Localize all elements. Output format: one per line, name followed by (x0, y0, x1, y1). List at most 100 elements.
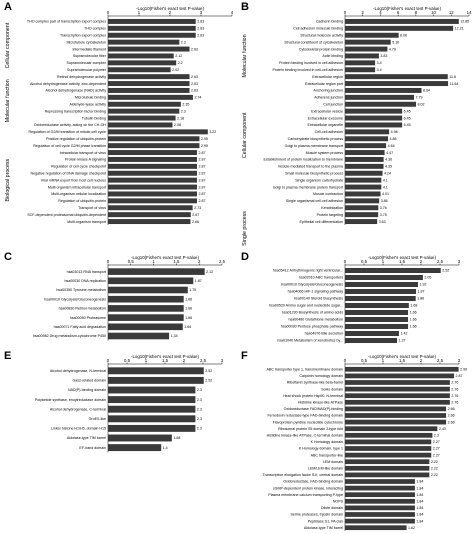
category-label: hsa00982 Drug metabolism-cytochrome P450 (33, 334, 106, 338)
x-tick-label: 0.5 (124, 358, 131, 363)
value-label: 2.95 (201, 144, 208, 148)
bar (108, 129, 208, 135)
value-label: 6.45 (404, 116, 411, 120)
chart-f: -Log10(Fisher's exact test P-value) 0 0.5 1… (263, 354, 467, 531)
value-label: 2.22 (431, 460, 438, 464)
value-label: 12.85 (460, 20, 469, 24)
bar (345, 67, 376, 73)
value-label: 1.66 (185, 316, 192, 320)
category-label: Alcohol dehydrogenase activity, zinc-dep… (30, 82, 106, 86)
category-label: Alcohol dehydrogenase, C-terminal (50, 407, 106, 411)
category-label: Vesicle-mediated transport to the plasma (278, 165, 343, 169)
value-label: 4.1 (383, 185, 388, 189)
category-label: hsa05412 Arrhythmogenic right ventricula… (273, 269, 343, 273)
category-label: Supramolecular complex (66, 61, 106, 65)
value-label: 1.66 (410, 318, 417, 322)
category-label: NOPS (333, 500, 344, 504)
value-label: 2.63 (191, 89, 198, 93)
chart-d: -Log10(Fisher's exact test P-value) 0 0.5 1… (269, 255, 461, 344)
value-label: 2.52 (205, 379, 212, 383)
value-label: 1.42 (400, 332, 407, 336)
value-label: 2.27 (433, 440, 440, 444)
bar (345, 386, 450, 392)
bar (108, 305, 184, 312)
value-label: 2.73 (194, 206, 201, 210)
category-label: K Homology domain (311, 440, 343, 444)
bar (108, 46, 190, 52)
bar (108, 184, 197, 190)
x-tick-label: 2.5 (437, 259, 444, 264)
bar (108, 53, 174, 59)
group-label: Single process (242, 211, 248, 246)
bar (345, 498, 415, 504)
bar (108, 205, 193, 211)
category-label: Plasma membrane calcium transporting P-t… (268, 493, 343, 497)
category-label: Peptidase S1, PA clan (308, 519, 343, 523)
value-label: 2.27 (433, 453, 440, 457)
value-label: 3.22 (209, 130, 216, 134)
value-label: 4.79 (389, 47, 396, 51)
category-label: Establishment of protein localization to… (263, 158, 343, 162)
value-label: 4.98 (391, 130, 398, 134)
category-label: Histidine kinase-like ATPase (298, 401, 343, 405)
bar (345, 18, 459, 24)
value-label: 2.52 (205, 369, 212, 373)
category-label: Extracellular organelle (307, 123, 343, 127)
bar (108, 81, 190, 87)
bar (345, 426, 438, 432)
x-tick-label: 14 (467, 10, 472, 15)
bar (345, 288, 417, 295)
value-label: 1.84 (416, 500, 423, 504)
bar (108, 396, 196, 404)
bar (345, 413, 447, 418)
chart-c: -Log10(Fisher's exact test P-value) 0 0.5 1… (33, 255, 226, 341)
x-tick-label: 10 (431, 10, 436, 15)
bar (108, 25, 196, 31)
bar (345, 393, 450, 399)
category-label: Golgi to plasma membrane protein transpo… (273, 185, 343, 189)
bar (108, 212, 191, 218)
x-tick-label: 2 (183, 358, 186, 363)
value-label: 4.01 (382, 192, 389, 196)
value-label: 2.66 (448, 414, 455, 418)
x-tick-label: 3 (221, 358, 224, 363)
value-label: 1.66 (410, 311, 417, 315)
bar (345, 323, 409, 330)
value-label: 2.99 (460, 368, 467, 372)
value-label: 2.87 (198, 199, 205, 203)
bar (345, 492, 415, 498)
value-label: 2.63 (191, 75, 198, 79)
value-label: 2.87 (198, 151, 205, 155)
category-label: Epithelial cell differentiation (300, 220, 344, 224)
category-label: Protein binding involved in cell adhesio… (279, 61, 343, 65)
x-tick-label: 3 (458, 358, 461, 363)
value-label: 2.22 (431, 467, 438, 471)
x-tick-label: 2 (169, 10, 172, 15)
value-label: 2.87 (198, 165, 205, 169)
x-tick-label: 0 (107, 10, 110, 15)
category-label: Multi-organism transport (67, 220, 106, 224)
value-label: 4.64 (388, 144, 395, 148)
category-label: hsa00350 Tyrosine metabolism (56, 288, 106, 292)
bar (345, 316, 409, 323)
value-label: 1.37 (399, 339, 406, 343)
x-tick-label: 4 (379, 10, 382, 15)
value-label: 12.21 (455, 27, 464, 31)
category-label: cGMP-dependent protein kinase, interacti… (273, 486, 343, 490)
bar (108, 32, 196, 38)
bar (108, 386, 196, 394)
category-label: Dilute domain (321, 506, 343, 510)
value-label: 2.87 (198, 178, 205, 182)
value-label: 4.86 (390, 137, 397, 141)
bar (108, 286, 188, 294)
value-label: 2.3 (197, 427, 202, 431)
x-axis-title: -Log10(Fisher's exact test P-value) (368, 354, 436, 359)
category-label: Single organism carbohydrate (295, 178, 343, 182)
category-label: Microtubule binding (75, 96, 106, 100)
bar (345, 330, 399, 337)
bar (345, 60, 376, 66)
bar (108, 122, 173, 128)
x-tick-label: 0 (344, 259, 347, 264)
category-label: Oxidoreductase FAD/NAD(P)-binding (284, 407, 343, 411)
value-label: 4.1 (383, 178, 388, 182)
